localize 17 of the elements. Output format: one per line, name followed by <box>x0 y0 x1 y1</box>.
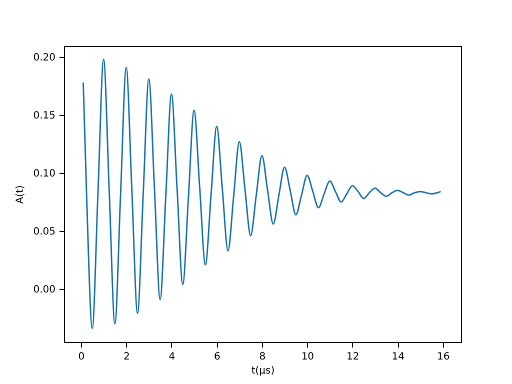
y-tick-label: 0.05 <box>33 226 56 238</box>
x-tick-label: 16 <box>437 352 450 362</box>
x-tick-label: 2 <box>124 352 130 362</box>
x-tick-label: 8 <box>259 352 266 362</box>
x-tick-label: 0 <box>78 352 85 362</box>
x-axis-title: t(μs) <box>251 366 275 376</box>
x-tick-label: 12 <box>346 352 360 362</box>
line-series <box>82 58 442 330</box>
y-tick-label: 0.20 <box>33 52 56 64</box>
x-tick-label: 6 <box>214 352 220 362</box>
x-tick-label: 10 <box>301 352 314 362</box>
y-tick-label: 0.10 <box>33 168 56 180</box>
x-tick-label: 14 <box>392 352 405 362</box>
x-tick-label: 4 <box>168 352 176 362</box>
y-tick-label: 0.15 <box>33 110 56 122</box>
y-axis-title: A(t) <box>15 185 26 204</box>
y-tick-label: 0.00 <box>33 284 56 296</box>
